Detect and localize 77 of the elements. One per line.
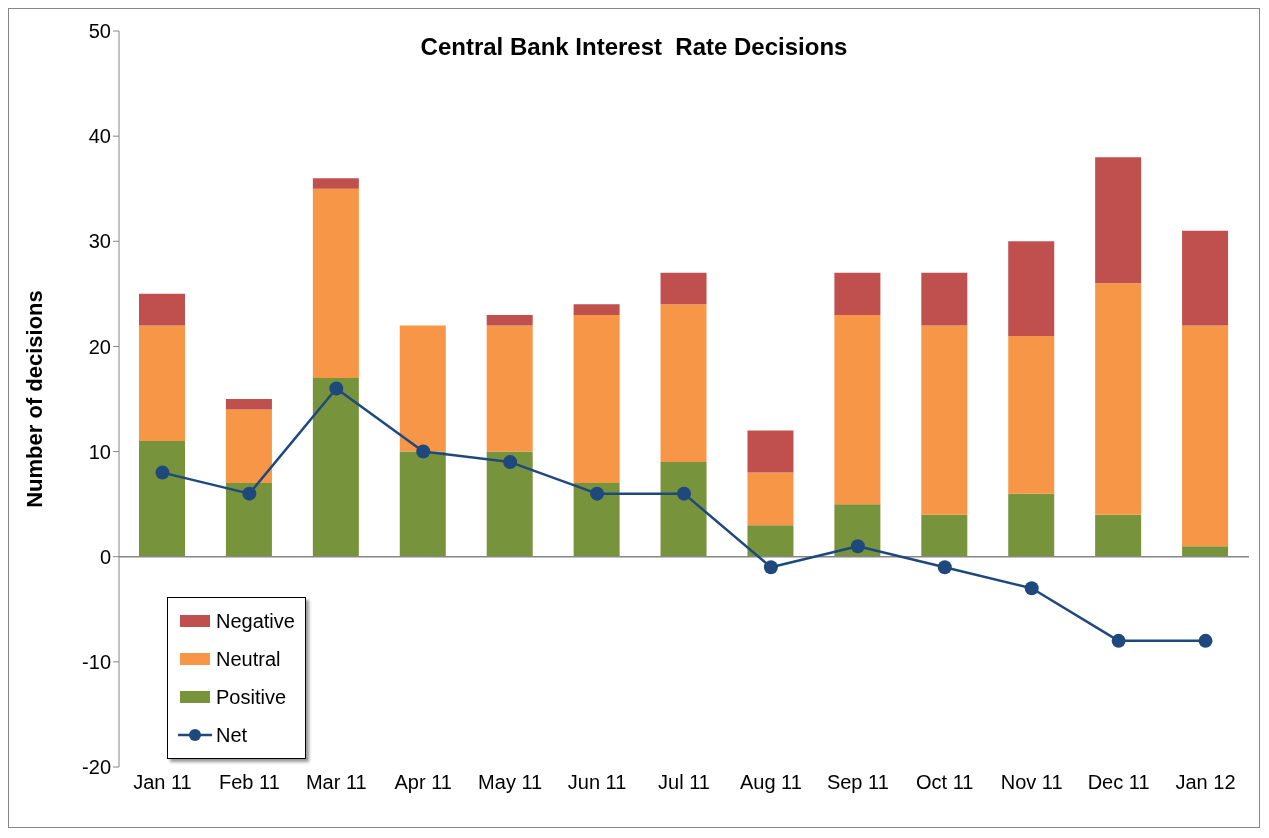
point [850, 539, 865, 554]
x-tick-label: May 11 [478, 771, 543, 794]
bar [399, 451, 446, 557]
point [1111, 633, 1126, 648]
bar [1182, 230, 1229, 326]
x-tick-label: Oct 11 [916, 771, 974, 794]
point [677, 486, 691, 501]
bar [1008, 335, 1055, 494]
y-tick-label: -10 [82, 650, 111, 673]
x-tick-label: Dec 11 [1087, 771, 1150, 794]
point [937, 560, 952, 575]
bar [139, 441, 185, 557]
bar [312, 178, 359, 189]
bar [834, 272, 881, 315]
point [503, 455, 518, 470]
bar [747, 525, 794, 557]
bar [139, 325, 185, 442]
x-tick-label: Jul 11 [658, 771, 710, 794]
bar [660, 304, 707, 463]
x-tick-label: Mar 11 [305, 771, 367, 794]
bar [573, 314, 620, 484]
x-tick-label: Jan 12 [1175, 771, 1236, 794]
y-axis-title: Number of decisions [21, 290, 47, 508]
bar [399, 325, 446, 452]
bar [660, 462, 707, 557]
x-tick-label: Jan 11 [133, 771, 192, 794]
y-tick-label: 50 [88, 20, 111, 43]
y-tick-label: 40 [88, 125, 111, 148]
bar [486, 314, 533, 326]
bar [747, 430, 794, 473]
x-tick-label: Feb 11 [218, 771, 280, 794]
x-tick-label: Sep 11 [826, 771, 889, 794]
bar [1095, 514, 1142, 557]
bar [921, 272, 968, 326]
bar [573, 304, 620, 315]
point [590, 486, 605, 501]
legend-label: Positive [215, 684, 288, 710]
bar [834, 314, 881, 505]
chart-title: Central Bank Interest Rate Decisions [420, 33, 848, 60]
bar [312, 377, 359, 557]
bar [1095, 283, 1142, 515]
point [763, 560, 778, 575]
point [1198, 633, 1213, 648]
bar [660, 272, 707, 305]
bar [1095, 157, 1142, 284]
bar [1182, 546, 1229, 557]
bar [1008, 493, 1055, 557]
legend-label: Neutral [215, 646, 282, 672]
bar [225, 483, 272, 557]
y-tick-label: 10 [88, 440, 111, 463]
legend-label: Negative [215, 608, 295, 634]
x-tick-label: Apr 11 [394, 771, 452, 794]
bar [747, 472, 794, 526]
bar [139, 293, 185, 326]
bar [921, 325, 968, 515]
bar [225, 409, 272, 484]
bar [486, 451, 533, 557]
bar [312, 188, 359, 378]
bar [1182, 325, 1229, 547]
bar [921, 514, 968, 557]
y-tick-label: 20 [88, 335, 111, 358]
x-tick-label: Aug 11 [739, 771, 802, 794]
bar [486, 325, 533, 452]
bar [1008, 241, 1055, 336]
legend-label: Net [215, 722, 249, 748]
y-tick-label: 0 [99, 545, 111, 568]
point [1024, 581, 1039, 596]
x-tick-label: Nov 11 [1000, 771, 1063, 794]
y-tick-label: -20 [82, 756, 111, 779]
point [155, 465, 170, 480]
y-tick-label: 30 [88, 230, 111, 253]
point [416, 444, 431, 459]
point [242, 486, 257, 501]
point [329, 381, 344, 396]
bar [573, 483, 620, 557]
bar [225, 399, 272, 410]
x-tick-label: Jun 11 [567, 771, 627, 794]
